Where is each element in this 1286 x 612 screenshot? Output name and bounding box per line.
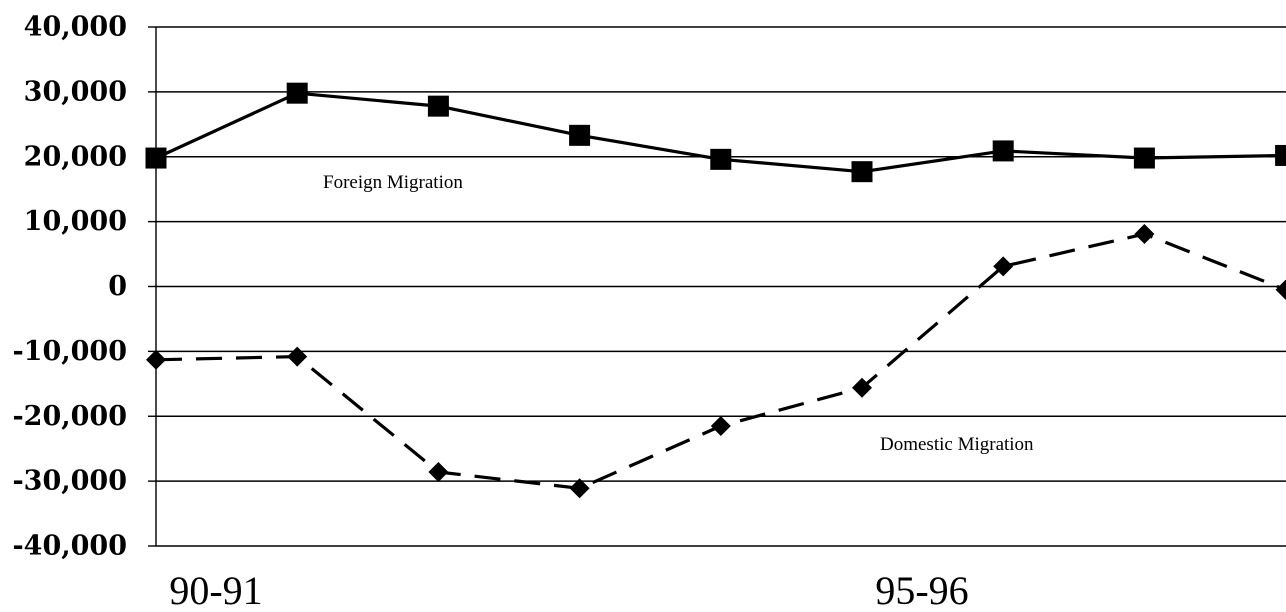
y-axis-tick-labels: 40,000 30,000 20,000 10,000 0 -10,000 -20,000 -… [12,12,127,562]
x-tick-label: 95-96 [875,568,968,612]
data-point-foreign-migration [145,147,167,169]
data-point-domestic-migration [1275,279,1286,300]
y-tick-label: 40,000 [24,12,127,43]
series-lines [145,82,1286,499]
y-tick-label: -10,000 [12,336,127,367]
data-point-foreign-migration [427,95,449,117]
gridlines [156,26,1286,547]
x-tick-label: 90-91 [169,568,262,612]
data-point-domestic-migration [710,415,731,436]
data-point-domestic-migration [287,346,308,367]
data-point-domestic-migration [569,478,590,499]
y-tick-label: -40,000 [12,531,127,562]
y-tick-label: 30,000 [24,76,127,107]
data-point-foreign-migration [1275,144,1286,166]
data-point-foreign-migration [851,161,873,183]
data-point-foreign-migration [710,148,732,170]
y-tick-label: 0 [108,271,127,302]
y-tick-label: 10,000 [24,206,127,237]
data-point-foreign-migration [286,82,308,104]
data-point-foreign-migration [992,140,1014,162]
data-point-domestic-migration [1134,223,1155,244]
data-point-domestic-migration [428,462,449,483]
series-label-domestic-migration: Domestic Migration [880,434,1034,455]
data-point-domestic-migration [852,377,872,398]
data-point-foreign-migration [1133,147,1155,169]
axes [148,26,157,547]
series-labels: Foreign Migration Domestic Migration [323,172,1034,455]
y-tick-label: -20,000 [12,401,127,432]
data-point-foreign-migration [569,124,591,146]
data-point-domestic-migration [146,349,166,370]
data-point-domestic-migration [993,256,1014,277]
series-label-foreign-migration: Foreign Migration [323,172,463,193]
series-line-domestic-migration [155,232,1286,490]
y-tick-label: -30,000 [12,466,127,497]
y-tick-label: 20,000 [24,141,127,172]
